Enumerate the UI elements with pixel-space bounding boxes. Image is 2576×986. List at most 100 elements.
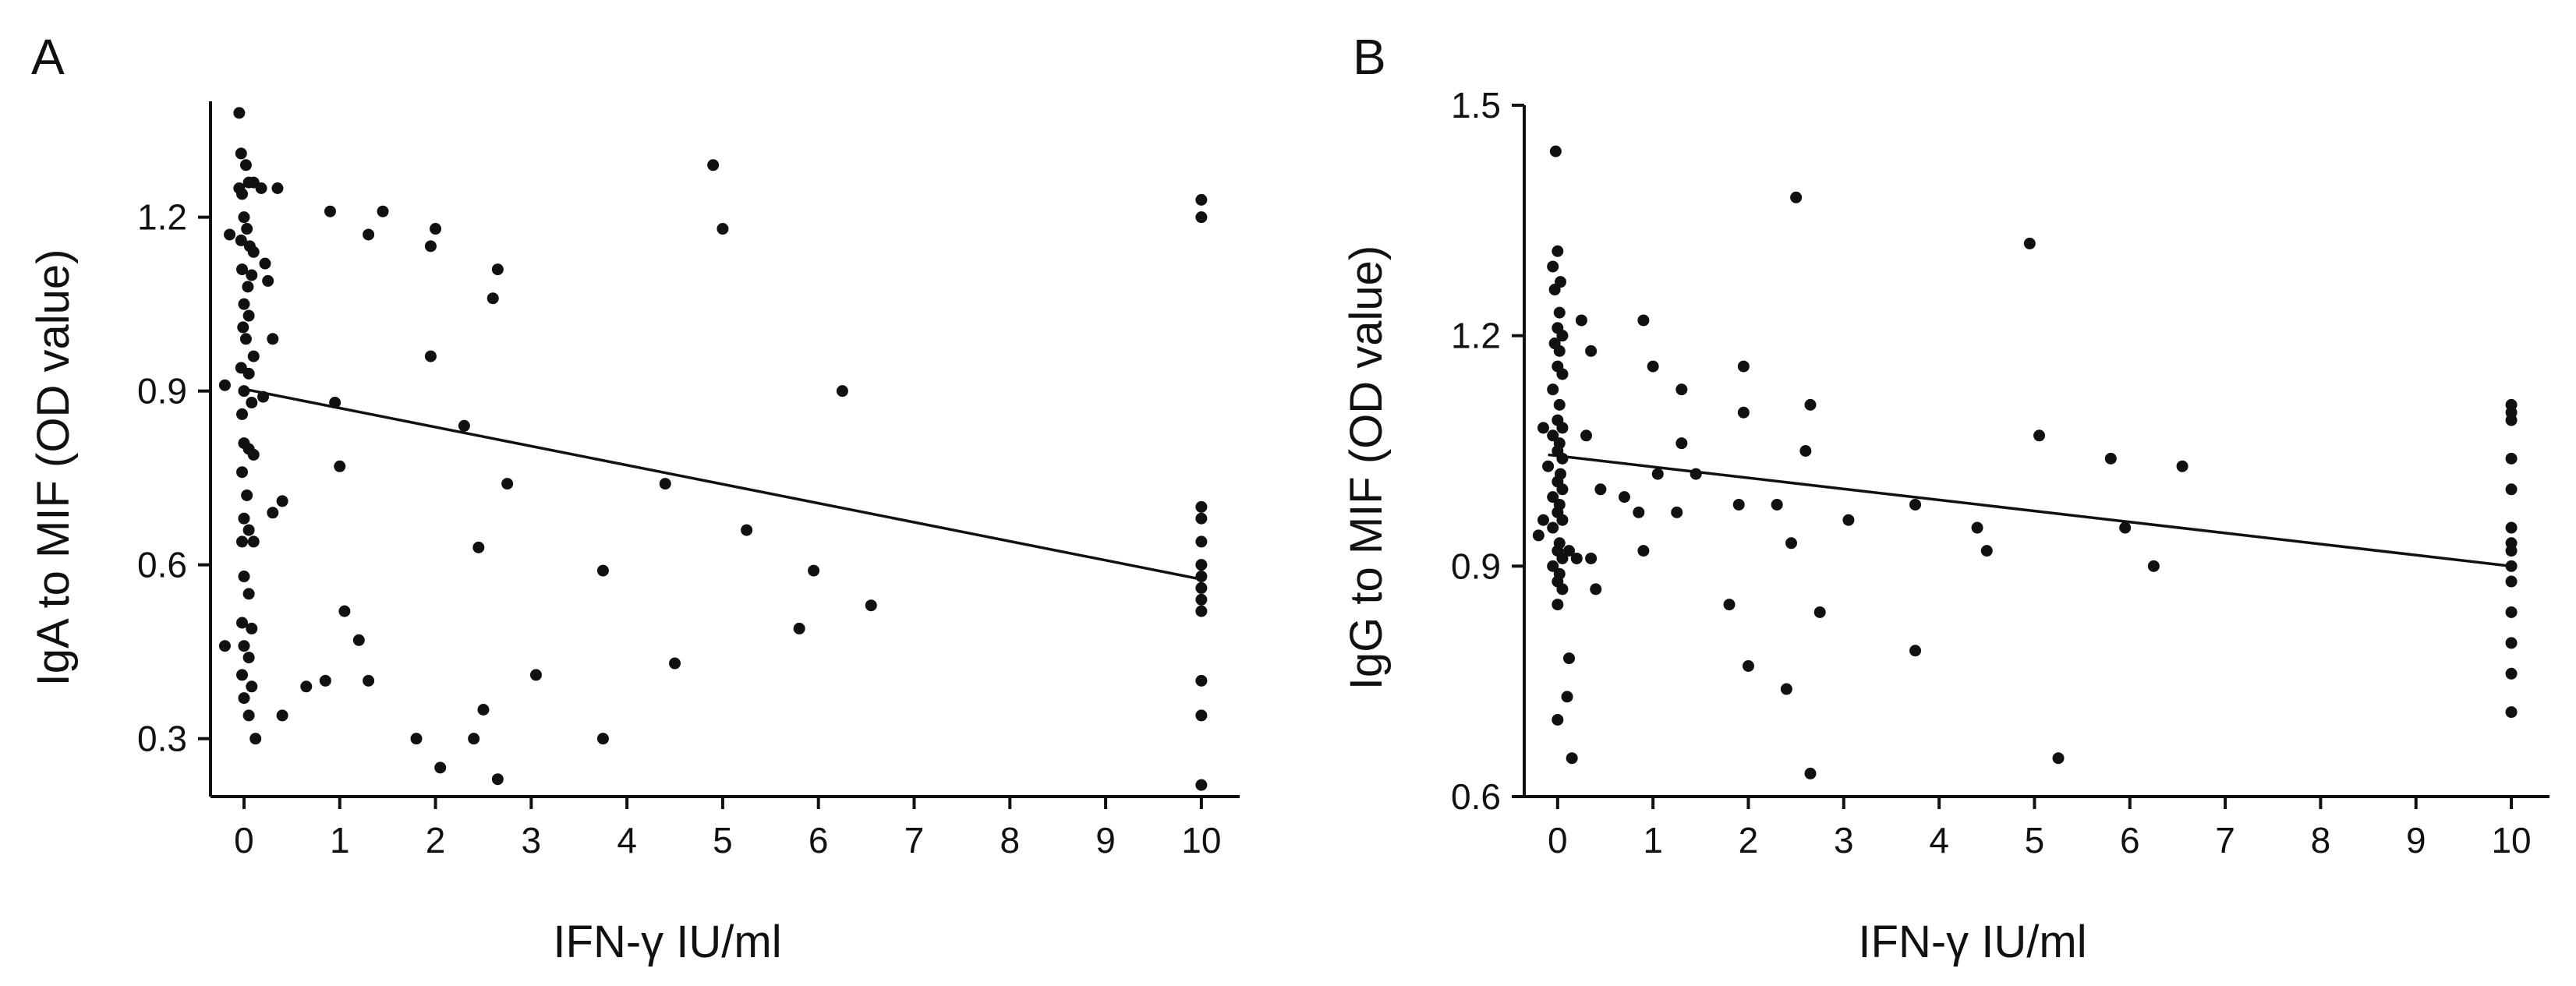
panel-b-data-point bbox=[1556, 514, 1569, 526]
panel-a-data-point bbox=[472, 541, 485, 553]
panel-b-data-point bbox=[1547, 429, 1559, 442]
panel-b-data-point bbox=[1532, 529, 1545, 542]
panel-a-data-point bbox=[247, 535, 260, 548]
panel-a-data-point bbox=[458, 419, 470, 432]
panel-a-data-point bbox=[1195, 193, 1208, 206]
panel-a-data-point bbox=[238, 512, 250, 525]
panel-b-data-point bbox=[1549, 145, 1562, 157]
panel-a-data-point bbox=[257, 391, 270, 403]
panel-b-data-point bbox=[1909, 645, 1922, 657]
panel-a-data-point bbox=[236, 535, 249, 548]
panel-a-data-point bbox=[246, 269, 258, 281]
panel-a-data-point bbox=[236, 188, 249, 200]
panel-a-data-point bbox=[247, 350, 260, 362]
panel-a-data-point bbox=[237, 321, 249, 334]
panel-a-data-point bbox=[1195, 709, 1208, 722]
panel-b-data-point bbox=[1633, 506, 1645, 518]
panel-a-x-tick-label: 10 bbox=[1181, 820, 1221, 861]
panel-a-data-point bbox=[224, 228, 236, 241]
panel-b-data-point bbox=[2505, 545, 2518, 557]
panel-b-data-point bbox=[1637, 314, 1650, 327]
panel-b-data-point bbox=[2505, 560, 2518, 572]
panel-b-data-point bbox=[1537, 422, 1549, 434]
panel-a-data-point bbox=[262, 274, 274, 287]
panel-a-data-point bbox=[239, 159, 252, 171]
panel-a-data-point bbox=[529, 669, 542, 681]
panel-a-data-point bbox=[410, 733, 423, 745]
panel-a-data-point bbox=[1195, 581, 1208, 594]
panel-b: B 0 1 2 3 4 5 6 7 8 9 10 0.6 0.9 1.2 1.5 IFN-γ IU/ml I… bbox=[1341, 29, 2549, 967]
panel-a-data-point bbox=[1195, 500, 1208, 513]
panel-a-data-point bbox=[669, 657, 681, 670]
panel-a-data-point bbox=[491, 773, 504, 786]
panel-b-data-point bbox=[1737, 360, 1750, 373]
panel-a-data-point bbox=[242, 588, 255, 600]
panel-b-data-point bbox=[1561, 691, 1573, 703]
panel-a-data-point bbox=[238, 692, 250, 705]
panel-b-data-point bbox=[2505, 521, 2518, 534]
panel-a-x-tick-label: 6 bbox=[809, 820, 829, 861]
panel-a-x-axis-title: IFN-γ IU/ml bbox=[553, 917, 781, 967]
panel-b-trend-line bbox=[1548, 453, 2512, 568]
panel-a-data-point bbox=[707, 159, 720, 171]
panel-b-x-tick-label: 0 bbox=[1548, 820, 1568, 861]
panel-a-y-tick-label: 0.6 bbox=[137, 545, 187, 585]
panel-b-data-point bbox=[2052, 752, 2065, 765]
panel-b-letter: B bbox=[1353, 29, 1386, 85]
panel-b-data-point bbox=[1647, 360, 1659, 373]
panel-a-data-point bbox=[319, 674, 331, 687]
panel-a-data-point bbox=[424, 350, 437, 362]
panel-a-x-tick-label: 1 bbox=[330, 820, 350, 861]
panel-a-data-point bbox=[596, 564, 609, 577]
panel-a-data-point bbox=[1195, 593, 1208, 606]
panel-a-data-point bbox=[717, 223, 729, 235]
panel-b-data-point bbox=[1909, 498, 1922, 511]
panel-b-x-axis-title: IFN-γ IU/ml bbox=[1858, 917, 2086, 967]
panel-b-data-point bbox=[1553, 345, 1566, 357]
panel-b-data-point bbox=[1637, 545, 1650, 557]
panel-b-x-tick-label: 8 bbox=[2311, 820, 2331, 861]
panel-a-data-point bbox=[242, 281, 254, 293]
panel-b-data-point bbox=[1547, 560, 1559, 572]
panel-b-data-point bbox=[1980, 545, 1993, 557]
panel-a-data-point bbox=[236, 408, 249, 420]
panel-b-data-point bbox=[1547, 491, 1559, 504]
panel-b-data-point bbox=[1542, 460, 1555, 472]
panel-a-data-point bbox=[242, 524, 255, 536]
panel-b-data-point bbox=[1785, 537, 1798, 550]
panel-a-x-tick-label: 0 bbox=[234, 820, 254, 861]
panel-b-data-point bbox=[1651, 468, 1664, 480]
panel-a-data-point bbox=[239, 333, 252, 345]
panel-a-y-axis-title: IgA to MIF (OD value) bbox=[28, 249, 79, 687]
panel-b-data-point bbox=[1771, 498, 1783, 511]
panel-a-data-point bbox=[242, 309, 255, 322]
panel-a-data-point bbox=[487, 292, 499, 305]
panel-b-x-tick-label: 5 bbox=[2025, 820, 2045, 861]
panel-a-data-point bbox=[238, 211, 250, 224]
panel-b-y-tick-label: 1.5 bbox=[1451, 85, 1501, 125]
panel-b-data-point bbox=[1671, 506, 1683, 518]
panel-a-data-point bbox=[338, 605, 351, 617]
panel-a-data-point bbox=[242, 652, 255, 664]
panel-a-data-point bbox=[236, 669, 249, 681]
panel-a-data-point bbox=[430, 223, 442, 235]
panel-a-data-point bbox=[233, 107, 246, 119]
panel-b-data-point bbox=[1552, 245, 1564, 257]
panel-b-data-point bbox=[1675, 383, 1688, 396]
panel-b-data-point bbox=[1562, 545, 1575, 557]
panel-b-x-tick-label: 1 bbox=[1643, 820, 1663, 861]
panel-a-x-tick-label: 8 bbox=[1000, 820, 1021, 861]
panel-a-data-point bbox=[836, 385, 848, 398]
panel-a-data-point bbox=[267, 333, 279, 345]
panel-b-data-point bbox=[1790, 191, 1803, 203]
panel-a-data-point bbox=[242, 709, 255, 722]
panel-a-letter: A bbox=[31, 29, 65, 85]
panel-b-y-axis-title: IgG to MIF (OD value) bbox=[1341, 246, 1392, 690]
panel-a-data-point bbox=[276, 495, 288, 507]
panel-b-data-point bbox=[1690, 468, 1702, 480]
panel-a-data-point bbox=[1195, 605, 1208, 617]
panel-b-data-point bbox=[2505, 414, 2518, 426]
panel-b-x-tick-label: 4 bbox=[1929, 820, 1949, 861]
panel-a-data-point bbox=[501, 478, 514, 490]
